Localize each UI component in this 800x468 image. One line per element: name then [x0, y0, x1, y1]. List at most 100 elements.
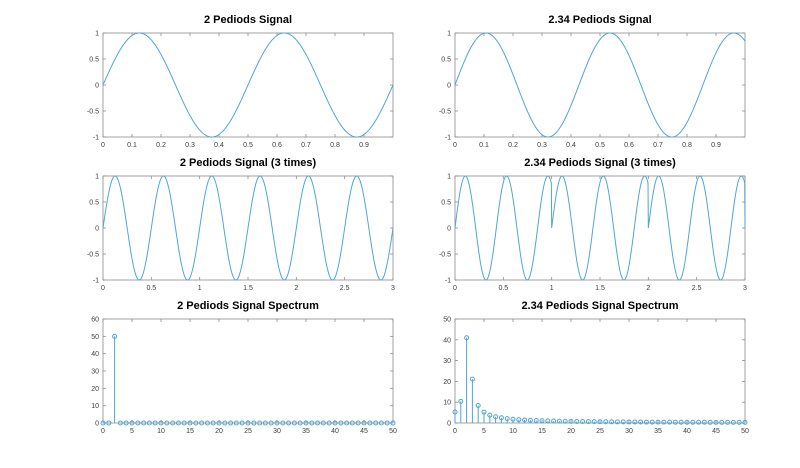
svg-text:-1: -1	[93, 278, 99, 285]
subplot-2-periods-signal: 2 Pediods Signal 0 0.1 0.2 0.3 0.4 0.5 0.6 0.7 0…	[87, 14, 394, 149]
svg-text:-1: -1	[93, 135, 99, 142]
plot-area: 0 0.5 1 1.5 2 2.5 3 -1 -0.5 0 0.5 1	[87, 174, 395, 293]
svg-text:0.3: 0.3	[537, 142, 547, 149]
svg-text:0: 0	[101, 428, 105, 435]
svg-text:0.7: 0.7	[301, 142, 311, 149]
svg-text:50: 50	[389, 428, 397, 435]
svg-text:0.5: 0.5	[243, 142, 253, 149]
svg-text:5: 5	[482, 428, 486, 435]
svg-text:1: 1	[95, 174, 99, 181]
svg-text:0: 0	[453, 428, 457, 435]
svg-text:5: 5	[130, 428, 134, 435]
svg-text:25: 25	[244, 428, 252, 435]
svg-text:50: 50	[443, 317, 451, 324]
svg-text:1: 1	[95, 31, 99, 38]
svg-text:30: 30	[443, 358, 451, 365]
svg-text:0.8: 0.8	[682, 142, 692, 149]
subplot-2-periods-signal-3-times: 2 Pediods Signal (3 times) 0 0.5 1 1.5 2 2.5 3…	[87, 157, 395, 293]
svg-text:0: 0	[447, 421, 451, 428]
svg-text:-0.5: -0.5	[439, 109, 451, 116]
subplot-2p34-periods-signal: 2.34 Pediods Signal 0 0.1 0.2 0.3 0.4 0.5 0.6 0…	[439, 14, 746, 149]
subplot-title: 2.34 Pediods Signal (3 times)	[524, 157, 676, 169]
svg-text:35: 35	[302, 428, 310, 435]
svg-text:0.5: 0.5	[146, 285, 156, 292]
svg-text:20: 20	[567, 428, 575, 435]
svg-text:20: 20	[91, 386, 99, 393]
svg-text:-1: -1	[445, 278, 451, 285]
svg-text:3: 3	[391, 285, 395, 292]
subplot-title: 2.34 Pediods Signal	[548, 14, 651, 26]
svg-text:40: 40	[683, 428, 691, 435]
svg-text:0: 0	[447, 83, 451, 90]
svg-text:0.6: 0.6	[272, 142, 282, 149]
svg-text:3: 3	[743, 285, 747, 292]
svg-text:0.9: 0.9	[711, 142, 721, 149]
plot-area: 0 0.1 0.2 0.3 0.4 0.5 0.6 0.7 0.8 0.9 -1 -0.5 0 0.5 1	[87, 31, 394, 149]
svg-text:0.8: 0.8	[330, 142, 340, 149]
svg-text:25: 25	[596, 428, 604, 435]
svg-text:0: 0	[453, 285, 457, 292]
svg-text:2: 2	[294, 285, 298, 292]
svg-text:0.5: 0.5	[441, 57, 451, 64]
svg-text:0: 0	[95, 226, 99, 233]
svg-text:0.6: 0.6	[624, 142, 634, 149]
svg-text:30: 30	[273, 428, 281, 435]
svg-text:20: 20	[215, 428, 223, 435]
subplot-2p34-periods-spectrum: 2.34 Pediods Signal Spectrum 0 5 10 15 20 25 3…	[443, 300, 749, 435]
svg-text:10: 10	[509, 428, 517, 435]
svg-text:50: 50	[91, 334, 99, 341]
svg-text:0.5: 0.5	[595, 142, 605, 149]
svg-text:-0.5: -0.5	[87, 109, 99, 116]
svg-text:1: 1	[447, 174, 451, 181]
svg-text:0.2: 0.2	[156, 142, 166, 149]
svg-text:0: 0	[95, 421, 99, 428]
svg-text:30: 30	[91, 369, 99, 376]
subplot-2p34-periods-signal-3-times: 2.34 Pediods Signal (3 times) 0 0.5 1 1.5 2 2…	[439, 157, 747, 293]
svg-text:15: 15	[538, 428, 546, 435]
svg-text:0: 0	[101, 285, 105, 292]
svg-text:-0.5: -0.5	[439, 252, 451, 259]
svg-text:0: 0	[447, 226, 451, 233]
svg-text:0.5: 0.5	[89, 57, 99, 64]
svg-text:0: 0	[95, 83, 99, 90]
svg-text:0.7: 0.7	[653, 142, 663, 149]
plot-area: 0 5 10 15 20 25 30 35 40 45 50 0 10 20 30 40 50 60	[91, 317, 397, 436]
svg-text:45: 45	[712, 428, 720, 435]
svg-text:2: 2	[646, 285, 650, 292]
svg-text:0.3: 0.3	[185, 142, 195, 149]
svg-text:60: 60	[91, 317, 99, 324]
svg-text:0.9: 0.9	[359, 142, 369, 149]
svg-text:0.5: 0.5	[441, 200, 451, 207]
svg-text:40: 40	[91, 351, 99, 358]
svg-text:0: 0	[453, 142, 457, 149]
plot-area: 0 0.1 0.2 0.3 0.4 0.5 0.6 0.7 0.8 0.9 -1 -0.5 0 0.5 1	[439, 31, 746, 149]
svg-text:15: 15	[186, 428, 194, 435]
svg-text:1.5: 1.5	[595, 285, 605, 292]
svg-text:0.2: 0.2	[508, 142, 518, 149]
svg-text:10: 10	[157, 428, 165, 435]
svg-text:0.5: 0.5	[498, 285, 508, 292]
subplot-title: 2 Pediods Signal	[204, 14, 292, 26]
svg-text:0: 0	[101, 142, 105, 149]
svg-text:35: 35	[654, 428, 662, 435]
svg-text:0.4: 0.4	[214, 142, 224, 149]
svg-text:2.5: 2.5	[340, 285, 350, 292]
svg-text:40: 40	[443, 337, 451, 344]
svg-text:1.5: 1.5	[243, 285, 253, 292]
svg-text:30: 30	[625, 428, 633, 435]
svg-text:1: 1	[550, 285, 554, 292]
svg-text:40: 40	[331, 428, 339, 435]
plot-area: 0 0.5 1 1.5 2 2.5 3 -1 -0.5 0 0.5 1	[439, 174, 747, 293]
svg-text:0.1: 0.1	[479, 142, 489, 149]
subplot-title: 2.34 Pediods Signal Spectrum	[521, 300, 678, 312]
svg-text:50: 50	[741, 428, 749, 435]
svg-text:-0.5: -0.5	[87, 252, 99, 259]
svg-text:10: 10	[443, 400, 451, 407]
svg-text:-1: -1	[445, 135, 451, 142]
svg-text:1: 1	[447, 31, 451, 38]
svg-text:0.4: 0.4	[566, 142, 576, 149]
subplot-2-periods-spectrum: 2 Pediods Signal Spectrum 0 5 10 15 20 25 30 35…	[91, 300, 397, 436]
svg-text:10: 10	[91, 403, 99, 410]
svg-text:2.5: 2.5	[692, 285, 702, 292]
